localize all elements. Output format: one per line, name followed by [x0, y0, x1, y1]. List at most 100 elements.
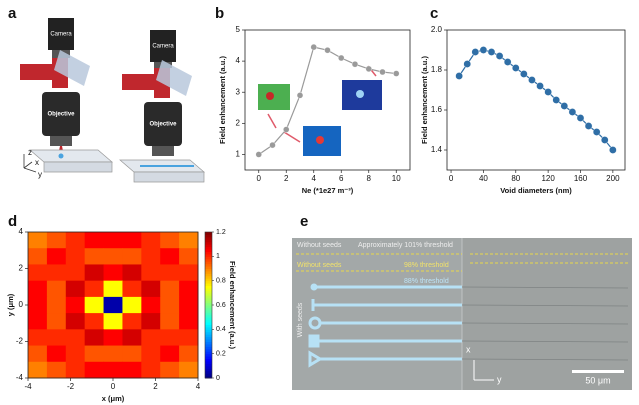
y-tick-label: 3 [236, 87, 241, 96]
heatmap-cell [84, 264, 105, 282]
beam [20, 64, 56, 80]
colorbar-swatch [205, 249, 212, 252]
x-tick-label: -2 [67, 382, 75, 391]
colorbar-swatch [205, 331, 212, 335]
panel-label: d [8, 213, 17, 230]
x-tick-label: 0 [111, 382, 116, 391]
colorbar-swatch [205, 244, 212, 248]
marker [560, 102, 569, 110]
camera-label: Camera [152, 44, 174, 50]
marker [487, 48, 496, 56]
sample [43, 161, 113, 173]
colorbar-tick-label: 0.2 [216, 351, 226, 358]
marker [269, 141, 276, 149]
colorbar-tick-label: 1.2 [216, 229, 226, 236]
colorbar-swatch [205, 339, 212, 342]
heatmap-cell [28, 345, 48, 363]
colorbar-swatch [205, 346, 212, 350]
x-tick-label: 80 [511, 174, 520, 183]
colorbar-swatch [205, 251, 212, 255]
annotation: Without seeds [297, 242, 342, 249]
x-tick-label: 4 [312, 174, 317, 183]
x-tick-label: 8 [367, 174, 372, 183]
heatmap-cell [103, 248, 123, 265]
heatmap-cell [46, 232, 67, 249]
x-tick-label: -4 [24, 382, 32, 391]
scale-label: 50 μm [585, 375, 610, 385]
heatmap-cell [179, 329, 199, 347]
heatmap-cell [160, 232, 180, 249]
marker [592, 128, 601, 136]
colorbar-swatch [205, 270, 212, 274]
heatmap-cell [141, 248, 161, 265]
y-tick-label: -4 [16, 373, 24, 382]
heatmap-cell [84, 248, 105, 265]
y-axis-title: Field enhancement (a.u.) [420, 56, 429, 144]
heatmap-cell [103, 361, 123, 379]
y-tick-label: 1 [236, 150, 241, 159]
colorbar-swatch [205, 278, 212, 282]
inset-hotspot [316, 136, 324, 144]
marker [310, 43, 317, 51]
heatmap-cell [141, 296, 161, 314]
heatmap-cell [141, 264, 161, 282]
heatmap-cell [141, 313, 161, 330]
heatmap-cell [141, 361, 161, 379]
heatmap-cell [28, 313, 48, 330]
x-tick-label: 0 [257, 174, 262, 183]
axis-label: y [38, 170, 42, 179]
x-tick-label: 4 [196, 382, 201, 391]
colorbar-swatch [205, 283, 212, 287]
colorbar-swatch [205, 290, 212, 294]
colorbar-swatch [205, 319, 212, 323]
heatmap-cell [160, 361, 180, 379]
heatmap-cell [179, 280, 199, 298]
marker [600, 136, 609, 144]
colorbar-swatch [205, 373, 212, 377]
axis-arrow [23, 161, 33, 169]
heatmap-cell [103, 232, 123, 249]
objective-tip [50, 136, 72, 146]
colorbar-swatch [205, 360, 212, 364]
marker [296, 92, 304, 99]
heatmap-cell [65, 248, 86, 265]
heatmap-cell [65, 361, 86, 379]
colorbar-swatch [205, 314, 212, 318]
colorbar-swatch [205, 232, 212, 235]
heatmap-cell [65, 264, 86, 282]
heatmap-cell [160, 313, 180, 330]
colorbar-tick-label: 0.6 [216, 302, 226, 309]
annotation: 98% threshold [404, 262, 449, 269]
heatmap-cell [122, 296, 142, 314]
heatmap-cell [141, 232, 161, 249]
heatmap-cell [28, 248, 48, 265]
heatmap-cell [141, 329, 161, 347]
traces [461, 286, 629, 361]
colorbar-swatch [205, 295, 212, 299]
trace [461, 358, 629, 361]
seed [308, 350, 323, 368]
heatmap-cell [141, 280, 161, 298]
x-tick-label: 120 [541, 174, 555, 183]
colorbar-swatch [205, 266, 212, 269]
y-axis-title: Field enhancement (a.u.) [218, 56, 227, 144]
colorbar-swatch [205, 375, 212, 379]
y-tick-label: 1.8 [431, 65, 443, 74]
heatmap-cell [179, 232, 199, 249]
heatmap-cell [84, 232, 105, 249]
heatmap-cell [65, 329, 86, 347]
heatmap-cell [28, 232, 48, 249]
marker [584, 122, 593, 130]
marker [479, 46, 488, 54]
colorbar-swatch [205, 363, 212, 367]
heatmap-cell [46, 264, 67, 282]
colorbar-swatch [205, 309, 212, 313]
x-tick-label: 6 [339, 174, 344, 183]
colorbar-swatch [205, 300, 212, 304]
plot-frame [446, 29, 626, 171]
marker [338, 54, 345, 62]
scale-bar [572, 370, 624, 373]
colorbar-swatch [205, 280, 212, 284]
mirror [156, 60, 192, 96]
colorbar-swatch [205, 317, 212, 321]
